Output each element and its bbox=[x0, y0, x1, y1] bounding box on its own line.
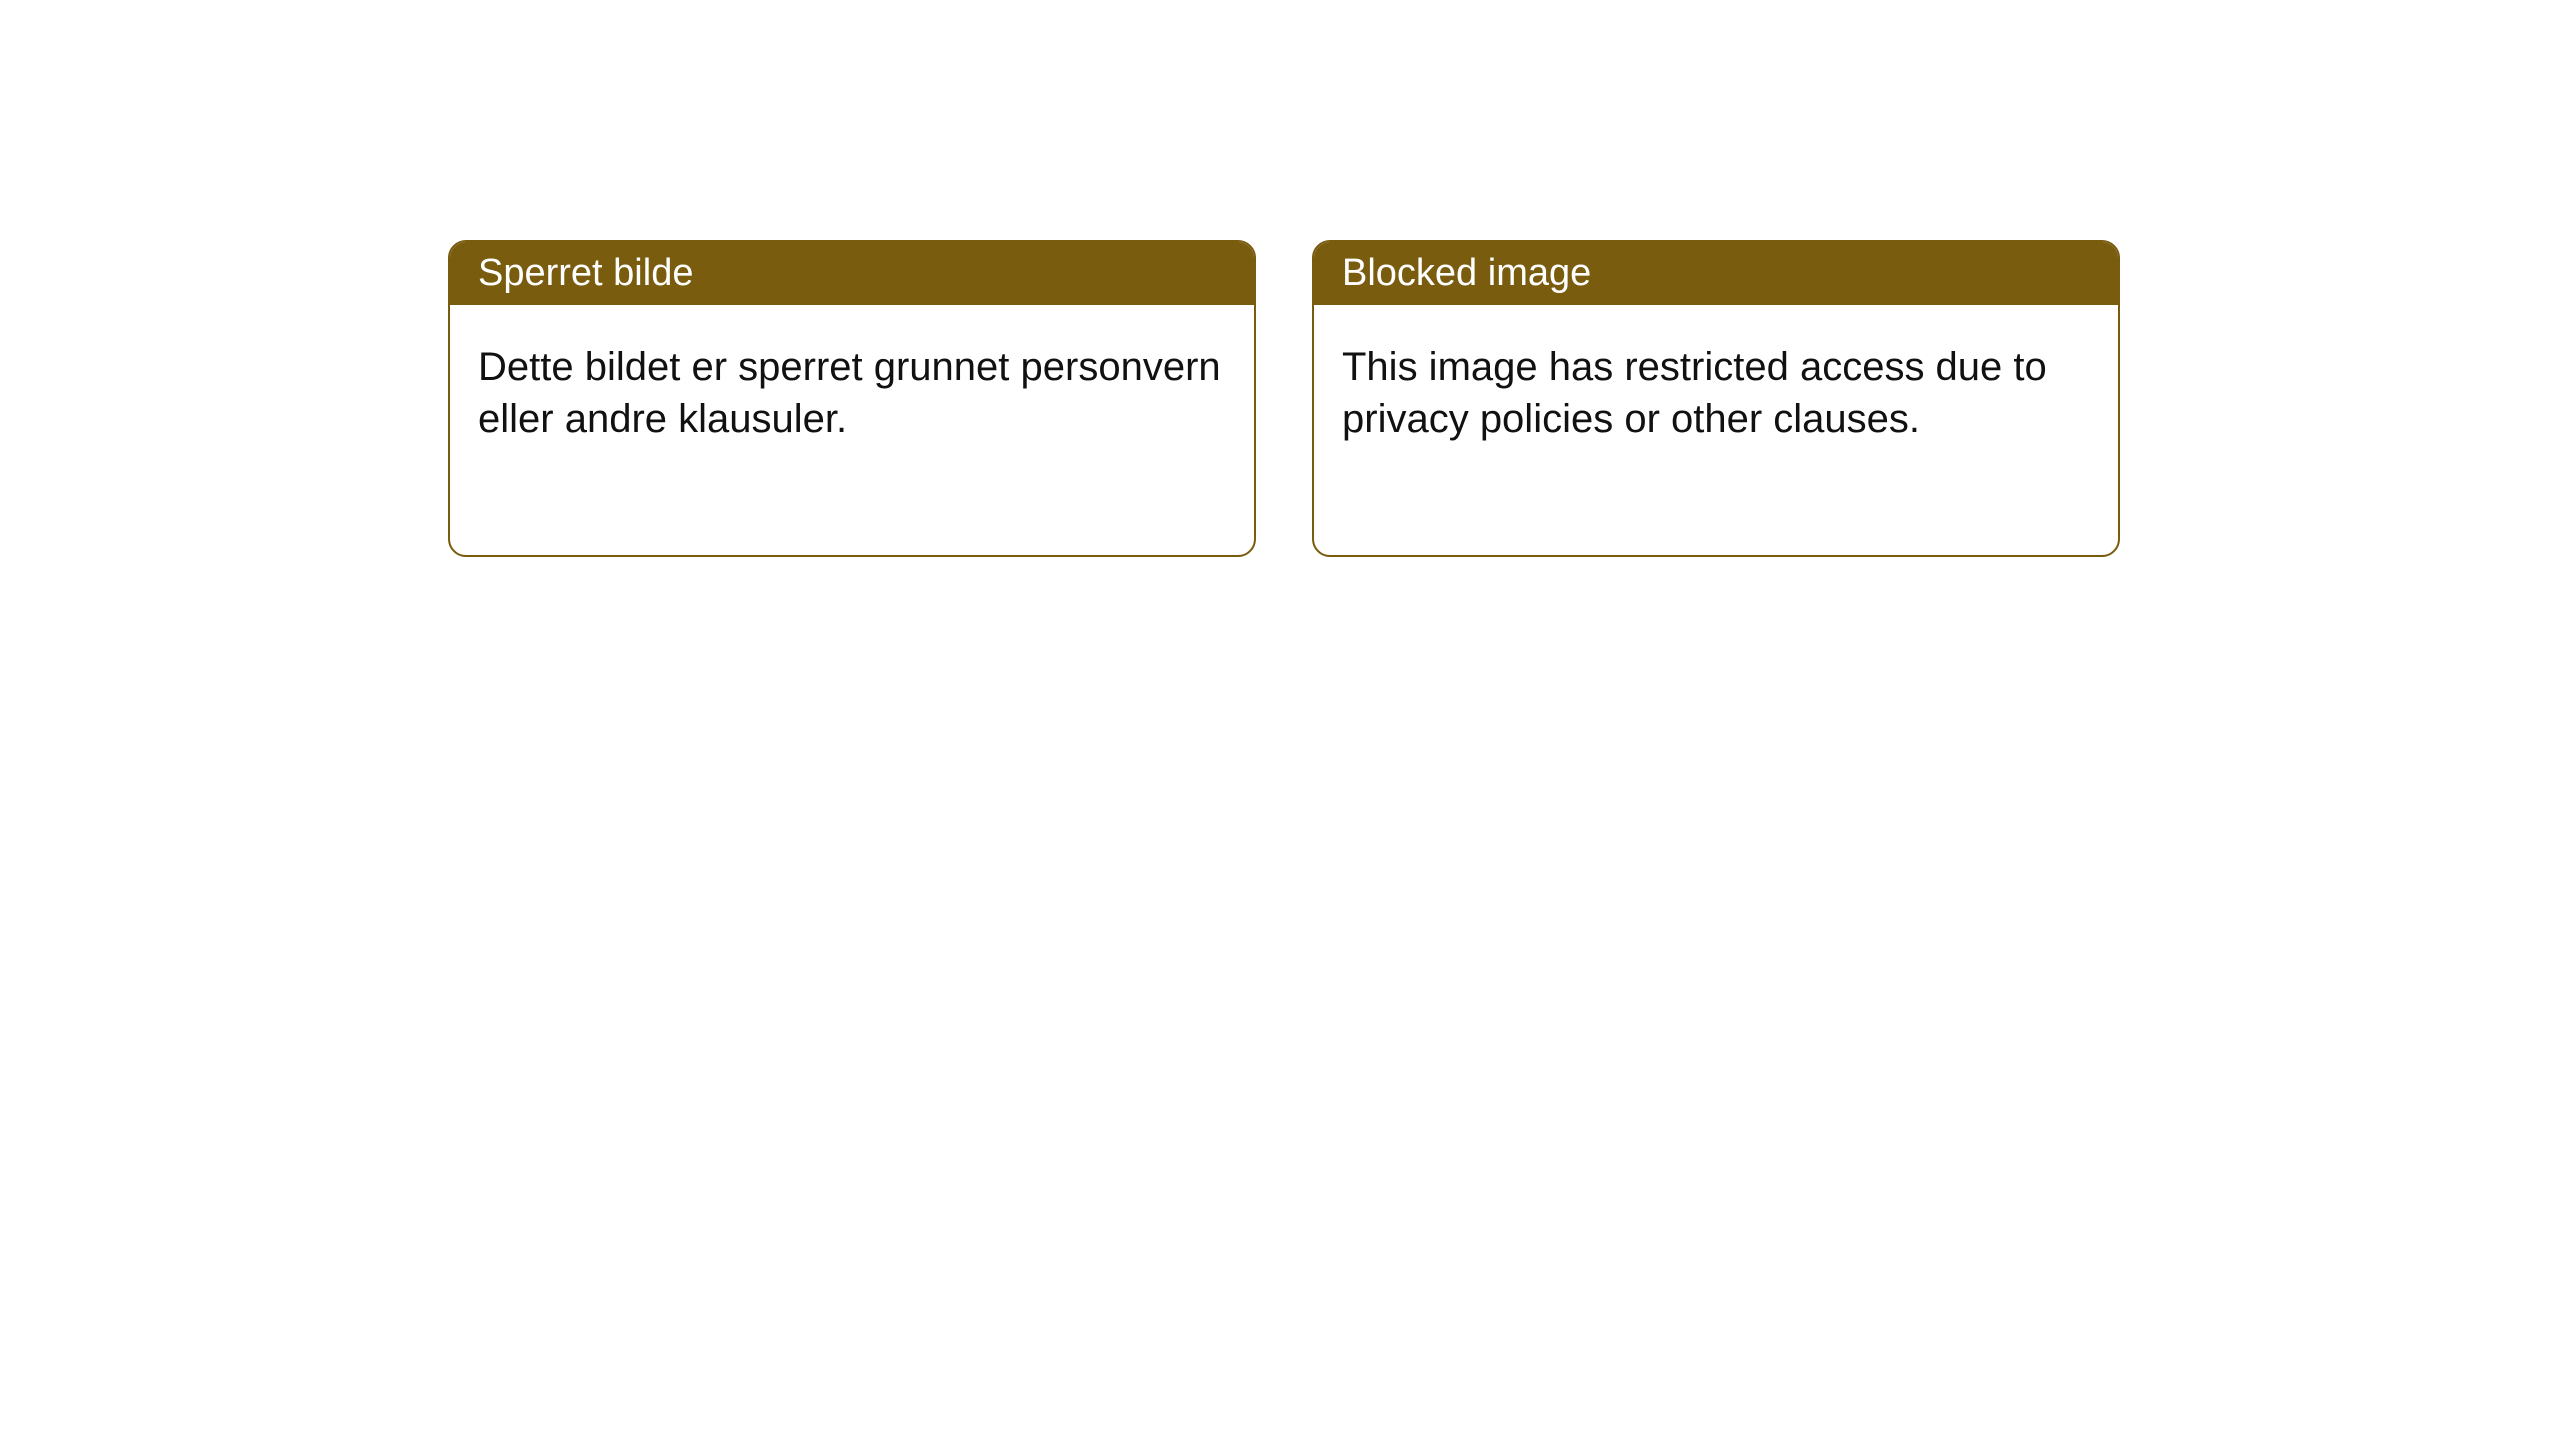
notice-title: Sperret bilde bbox=[478, 252, 693, 294]
notice-header: Sperret bilde bbox=[450, 242, 1254, 305]
notice-card-norwegian: Sperret bilde Dette bildet er sperret gr… bbox=[448, 240, 1256, 557]
notice-container: Sperret bilde Dette bildet er sperret gr… bbox=[0, 0, 2560, 557]
notice-title: Blocked image bbox=[1342, 252, 1591, 294]
notice-body: Dette bildet er sperret grunnet personve… bbox=[450, 305, 1254, 555]
notice-body: This image has restricted access due to … bbox=[1314, 305, 2118, 555]
notice-text: Dette bildet er sperret grunnet personve… bbox=[478, 345, 1221, 441]
notice-card-english: Blocked image This image has restricted … bbox=[1312, 240, 2120, 557]
notice-header: Blocked image bbox=[1314, 242, 2118, 305]
notice-text: This image has restricted access due to … bbox=[1342, 345, 2047, 441]
